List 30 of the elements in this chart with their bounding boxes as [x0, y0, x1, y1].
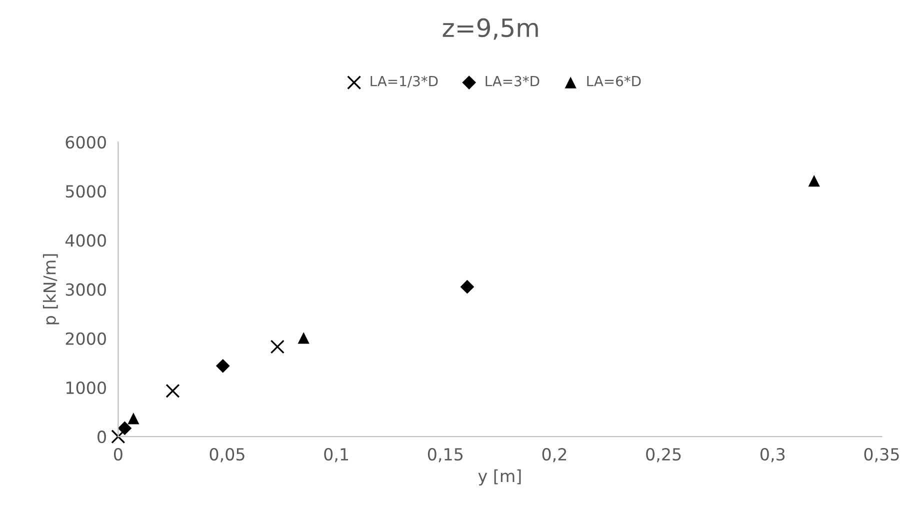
y-tick-label: 2000: [66, 332, 106, 345]
point: [298, 332, 310, 344]
x-tick-label: 0,35: [864, 448, 899, 462]
x-tick-label: 0,3: [760, 448, 785, 462]
point: [118, 421, 132, 436]
x-tick-label: 0,2: [542, 448, 566, 462]
x-axis-title: y [m]: [478, 469, 521, 486]
point: [166, 384, 180, 398]
y-axis-title: p [kN/m]: [42, 254, 60, 324]
x-tick-label: 0,05: [210, 448, 244, 462]
x-tick-label: 0: [114, 448, 122, 461]
x-tick-label: 0,15: [428, 448, 463, 462]
x-tick-label: 0,1: [324, 448, 348, 462]
y-tick-label: 1000: [66, 381, 106, 394]
y-tick-label: 3000: [66, 283, 106, 296]
y-tick-label: 4000: [65, 234, 106, 247]
point: [270, 340, 284, 354]
point: [808, 174, 820, 187]
point: [111, 430, 126, 444]
y-tick-label: 6000: [66, 136, 106, 149]
chart-title: z=9,5m: [442, 18, 538, 40]
y-tick-label: 5000: [66, 185, 106, 198]
legend-label: LA=1/3*D: [370, 76, 438, 88]
y-tick-label: 0: [98, 430, 106, 444]
legend-label: LA=3*D: [486, 76, 540, 86]
legend-label: LA=6*D: [587, 76, 641, 86]
point: [460, 280, 474, 294]
point: [216, 358, 230, 373]
x-tick-label: 0,25: [646, 448, 681, 462]
point: [128, 412, 140, 424]
